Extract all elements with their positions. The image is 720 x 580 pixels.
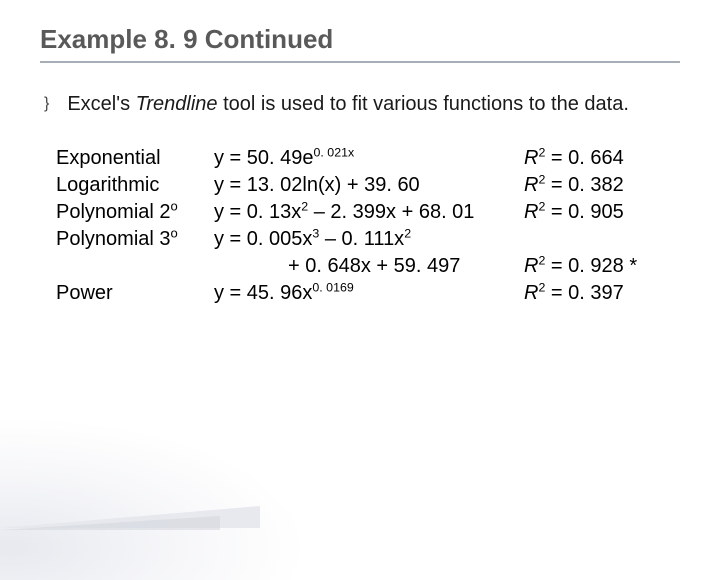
fn-equation: y = 0. 005x3 – 0. 111x2 — [214, 226, 524, 253]
decorative-wedge — [0, 506, 260, 528]
fn-name: Polynomial 3o — [56, 226, 214, 253]
decorative-glow — [0, 420, 300, 580]
bullet-suffix: tool is used to fit various functions to… — [218, 93, 629, 115]
fn-r2: R2 = 0. 905 — [524, 199, 680, 226]
slide: Example 8. 9 Continued } Excel's Trendli… — [0, 0, 720, 540]
title-underline — [40, 61, 680, 63]
bullet-prefix: Excel's — [67, 93, 135, 115]
table-row: . + 0. 648x + 59. 497 R2 = 0. 928 * — [56, 253, 680, 280]
fn-equation: y = 0. 13x2 – 2. 399x + 68. 01 — [214, 199, 524, 226]
table-row: Polynomial 2o y = 0. 13x2 – 2. 399x + 68… — [56, 199, 680, 226]
fn-r2: R2 = 0. 928 * — [524, 253, 680, 280]
equations-table: Exponential y = 50. 49e0. 021x R2 = 0. 6… — [56, 145, 680, 307]
fn-name: Logarithmic — [56, 172, 214, 199]
fn-r2 — [524, 226, 680, 253]
table-row: Logarithmic y = 13. 02ln(x) + 39. 60 R2 … — [56, 172, 680, 199]
fn-r2: R2 = 0. 382 — [524, 172, 680, 199]
fn-equation: y = 13. 02ln(x) + 39. 60 — [214, 172, 524, 199]
fn-name: Power — [56, 280, 214, 307]
fn-equation: y = 45. 96x0. 0169 — [214, 280, 524, 307]
fn-name: Exponential — [56, 145, 214, 172]
fn-r2: R2 = 0. 664 — [524, 145, 680, 172]
fn-equation: + 0. 648x + 59. 497 — [214, 253, 524, 280]
bullet-item: } Excel's Trendline tool is used to fit … — [44, 91, 680, 117]
table-row: Exponential y = 50. 49e0. 021x R2 = 0. 6… — [56, 145, 680, 172]
fn-r2: R2 = 0. 397 — [524, 280, 680, 307]
bullet-marker: } — [44, 95, 49, 113]
slide-title: Example 8. 9 Continued — [40, 24, 680, 55]
fn-name: Polynomial 2o — [56, 199, 214, 226]
table-row: Polynomial 3o y = 0. 005x3 – 0. 111x2 — [56, 226, 680, 253]
fn-equation: y = 50. 49e0. 021x — [214, 145, 524, 172]
decorative-wedge — [0, 516, 220, 530]
table-row: Power y = 45. 96x0. 0169 R2 = 0. 397 — [56, 280, 680, 307]
bullet-text: Excel's Trendline tool is used to fit va… — [67, 91, 629, 117]
bullet-italic: Trendline — [136, 93, 218, 115]
